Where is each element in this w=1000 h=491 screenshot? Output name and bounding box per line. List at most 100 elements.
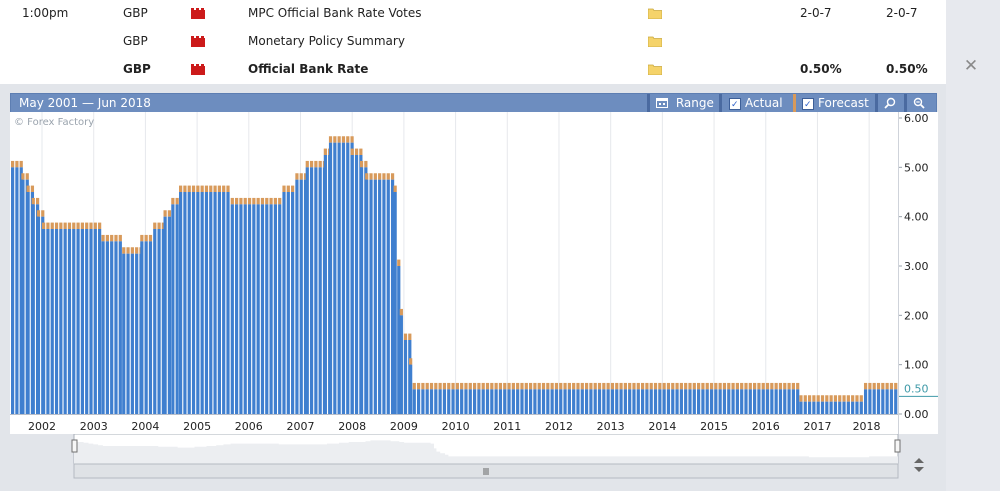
actual-bar: [425, 389, 429, 414]
forecast-bar: [399, 308, 403, 316]
actual-bar: [490, 389, 494, 414]
forecast-bar: [309, 160, 314, 168]
forecast-bar: [727, 382, 731, 390]
actual-toggle[interactable]: Actual: [729, 94, 791, 114]
forecast-bar: [641, 382, 645, 390]
actual-bar: [872, 389, 876, 414]
forecast-bar: [757, 382, 761, 390]
forecast-bar: [50, 222, 54, 229]
actual-bar: [838, 401, 842, 414]
forecast-bar: [593, 382, 597, 390]
actual-bar: [19, 167, 23, 414]
actual-bar: [50, 229, 54, 414]
zoom-out-button[interactable]: [913, 94, 929, 112]
event-currency: GBP: [123, 62, 151, 76]
actual-bar: [567, 389, 571, 414]
actual-bar: [658, 389, 662, 414]
folder-icon[interactable]: [648, 64, 662, 75]
folder-icon[interactable]: [648, 36, 662, 47]
forecast-toggle[interactable]: Forecast: [802, 94, 877, 114]
event-row-votes[interactable]: 1:00pm GBP MPC Official Bank Rate Votes …: [0, 0, 946, 28]
forecast-bar: [833, 395, 838, 402]
chart-header: May 2001 — Jun 2018 Range Actual Forecas…: [10, 93, 937, 114]
forecast-bar: [67, 222, 72, 229]
zoom-in-icon: [884, 97, 896, 109]
forecast-bar: [770, 382, 774, 390]
actual-bar: [157, 229, 161, 414]
actual-bar: [403, 340, 408, 414]
event-title[interactable]: Monetary Policy Summary: [248, 34, 405, 48]
actual-bar: [580, 389, 584, 414]
forecast-bar: [628, 382, 632, 390]
actual-bar: [787, 389, 791, 414]
actual-bar: [520, 389, 524, 414]
forecast-bar: [303, 173, 308, 180]
actual-bar: [309, 167, 314, 414]
actual-bar: [378, 179, 382, 414]
actual-bar: [365, 179, 369, 414]
forecast-bar: [684, 382, 688, 390]
forecast-bar: [859, 395, 863, 402]
actual-bar: [299, 179, 303, 414]
actual-bar: [842, 401, 846, 414]
event-forecast: 0.50%: [886, 62, 928, 76]
x-tick-label: 2008: [338, 420, 366, 433]
actual-bar: [98, 229, 102, 414]
actual-bar: [855, 401, 859, 414]
actual-bar: [533, 389, 537, 414]
actual-bar: [67, 229, 72, 414]
zoom-in-button[interactable]: [884, 94, 900, 112]
actual-bar: [175, 204, 179, 414]
actual-bar: [93, 229, 97, 414]
event-time: 1:00pm: [22, 6, 69, 20]
forecast-bar: [412, 382, 416, 390]
forecast-bar: [114, 234, 118, 242]
actual-bar: [460, 389, 464, 414]
actual-bar: [731, 389, 735, 414]
actual-bar: [455, 389, 459, 414]
calendar-icon: [656, 98, 668, 108]
actual-bar: [393, 192, 397, 414]
forecast-bar: [403, 333, 408, 340]
actual-bar: [727, 389, 731, 414]
actual-bar: [76, 229, 80, 414]
forecast-bar: [550, 382, 554, 390]
forecast-bar: [359, 148, 363, 155]
actual-checkbox[interactable]: [729, 96, 741, 114]
range-navigator[interactable]: [10, 434, 937, 491]
actual-bar: [791, 389, 795, 414]
forecast-checkbox[interactable]: [802, 96, 814, 114]
forecast-bar: [447, 382, 451, 390]
forecast-bar: [416, 382, 421, 390]
x-tick-label: 2009: [390, 420, 418, 433]
event-title[interactable]: Official Bank Rate: [248, 62, 369, 76]
forecast-bar: [72, 222, 76, 229]
forecast-bar: [791, 382, 795, 390]
actual-bar: [451, 389, 455, 414]
actual-bar: [153, 229, 157, 414]
actual-bar: [541, 389, 546, 414]
forecast-bar: [85, 222, 89, 229]
forecast-bar: [200, 185, 204, 192]
event-row-bank-rate[interactable]: GBP Official Bank Rate 0.50% 0.50%: [0, 56, 946, 84]
forecast-bar: [314, 160, 318, 168]
actual-bar: [881, 389, 885, 414]
range-button[interactable]: Range: [656, 94, 714, 112]
actual-bar: [628, 389, 632, 414]
forecast-bar: [490, 382, 494, 390]
actual-bar: [774, 389, 778, 414]
actual-bar: [323, 155, 327, 414]
actual-bar: [602, 389, 606, 414]
close-icon[interactable]: ✕: [963, 56, 979, 76]
actual-bar: [31, 204, 35, 414]
scrollbar-grip-icon: [483, 468, 489, 475]
actual-bar: [619, 389, 623, 414]
event-row-summary[interactable]: GBP Monetary Policy Summary: [0, 28, 946, 56]
forecast-bar: [265, 197, 269, 205]
forecast-bar: [563, 382, 567, 390]
forecast-bar: [282, 185, 286, 192]
event-title[interactable]: MPC Official Bank Rate Votes: [248, 6, 422, 20]
bank-rate-bar-chart[interactable]: © Forex Factory 2002 2003 2004 2005 2006 2007 2…: [10, 112, 898, 434]
forecast-bar: [533, 382, 537, 390]
folder-icon[interactable]: [648, 8, 662, 19]
